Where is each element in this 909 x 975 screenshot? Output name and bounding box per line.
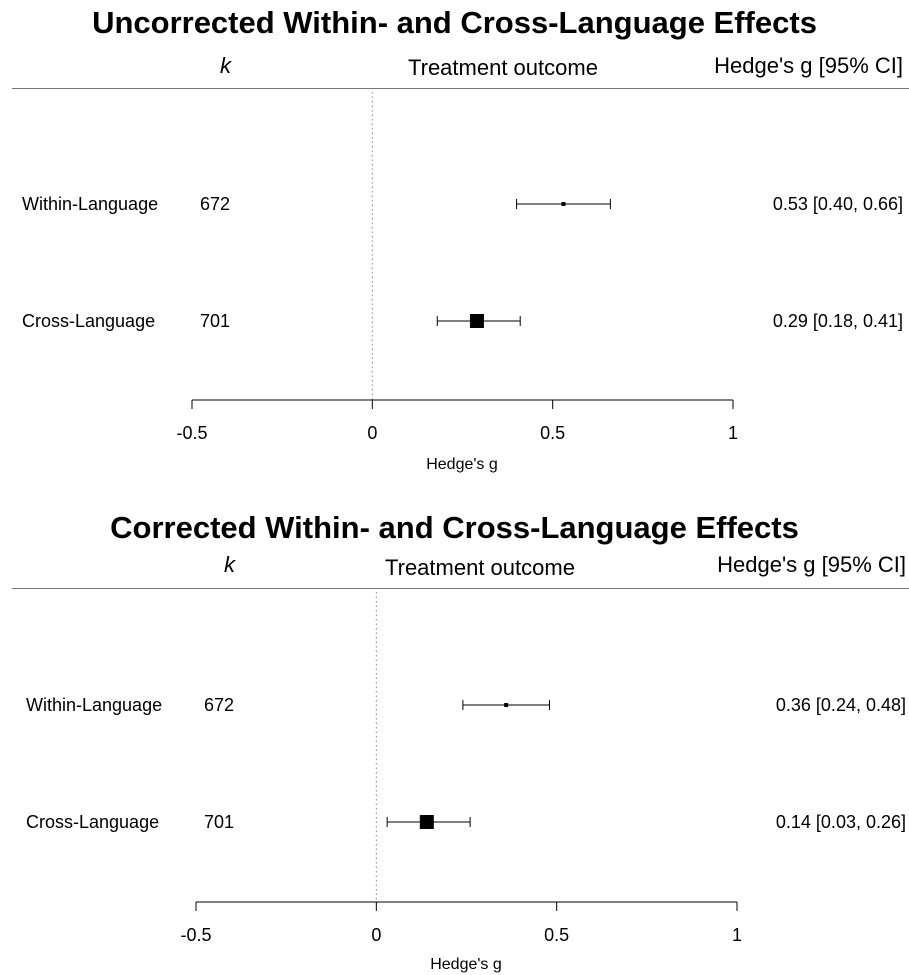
row-estimate-cross: 0.14 [0.03, 0.26]	[775, 812, 906, 832]
x-axis-label: Hedge's g	[430, 956, 502, 973]
row-k-cross: 701	[200, 311, 231, 331]
forest-plot-uncorrected: Uncorrected Within- and Cross-Language E…	[12, 5, 909, 473]
header-k: k	[224, 552, 235, 577]
x-tick-label: 0.5	[540, 423, 565, 443]
row-k-cross: 701	[204, 812, 235, 832]
forest-plot-area: -0.5 0 0.5 1	[176, 92, 738, 443]
row-k-within: 672	[200, 194, 231, 214]
row-label-within: Within-Language	[26, 695, 163, 715]
x-tick-label: -0.5	[180, 925, 211, 945]
point-estimate	[561, 202, 566, 206]
x-tick-label: 0.5	[544, 925, 569, 945]
x-tick-label: 0	[367, 423, 377, 443]
header-rule	[12, 88, 909, 89]
header-estimate: Hedge's g [95% CI]	[714, 53, 903, 78]
row-k-within: 672	[204, 695, 235, 715]
row-label-within: Within-Language	[22, 194, 159, 214]
header-treatment-outcome: Treatment outcome	[385, 555, 575, 580]
chart-title: Corrected Within- and Cross-Language Eff…	[110, 510, 799, 545]
row-label-cross: Cross-Language	[22, 311, 156, 331]
forest-plot-area: -0.5 0 0.5 1	[180, 592, 742, 945]
chart-title: Uncorrected Within- and Cross-Language E…	[92, 5, 817, 40]
x-axis-label: Hedge's g	[426, 456, 498, 473]
point-estimate	[469, 314, 484, 328]
row-estimate-within: 0.53 [0.40, 0.66]	[772, 194, 903, 214]
header-estimate: Hedge's g [95% CI]	[717, 552, 906, 577]
row-estimate-cross: 0.29 [0.18, 0.41]	[772, 311, 903, 331]
x-tick-label: -0.5	[176, 423, 207, 443]
x-tick-label: 0	[371, 925, 381, 945]
forest-plot-corrected: Corrected Within- and Cross-Language Eff…	[0, 500, 909, 975]
point-estimate	[419, 815, 434, 829]
row-label-cross: Cross-Language	[26, 812, 160, 832]
header-treatment-outcome: Treatment outcome	[408, 55, 598, 80]
x-tick-label: 1	[732, 925, 742, 945]
header-k: k	[220, 53, 231, 78]
point-estimate	[504, 703, 509, 707]
header-rule	[12, 588, 909, 589]
x-tick-label: 1	[728, 423, 738, 443]
row-estimate-within: 0.36 [0.24, 0.48]	[775, 695, 906, 715]
